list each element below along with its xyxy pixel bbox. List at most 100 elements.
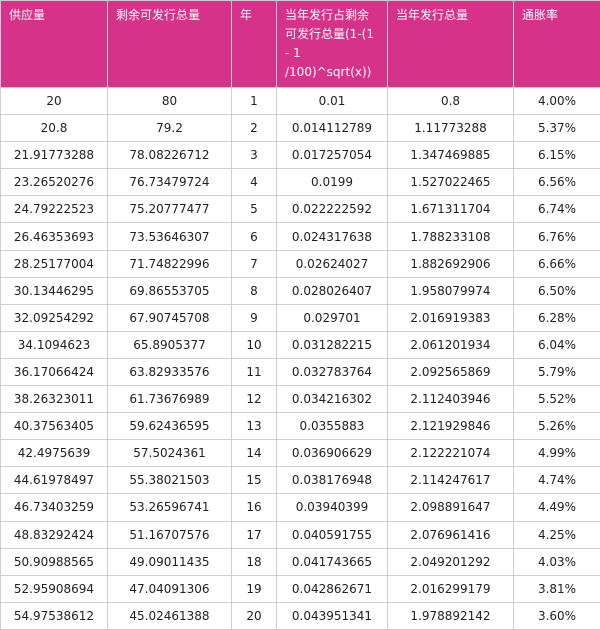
cell-inflation: 6.56% bbox=[514, 169, 600, 196]
cell-remaining: 59.62436595 bbox=[108, 413, 232, 440]
cell-supply: 30.13446295 bbox=[1, 277, 108, 304]
cell-supply: 38.26323011 bbox=[1, 386, 108, 413]
cell-year: 18 bbox=[232, 548, 277, 575]
cell-remaining: 47.04091306 bbox=[108, 575, 232, 602]
cell-annual-issuance: 1.788233108 bbox=[388, 223, 514, 250]
header-issuance-ratio: 当年发行占剩余可发行总量(1-(1 - 1 /100)^sqrt(x)) bbox=[277, 1, 388, 88]
cell-year: 2 bbox=[232, 115, 277, 142]
cell-year: 7 bbox=[232, 250, 277, 277]
cell-supply: 50.90988565 bbox=[1, 548, 108, 575]
cell-inflation: 6.28% bbox=[514, 304, 600, 331]
cell-year: 16 bbox=[232, 494, 277, 521]
cell-annual-issuance: 1.958079974 bbox=[388, 277, 514, 304]
cell-supply: 52.95908694 bbox=[1, 575, 108, 602]
cell-annual-issuance: 2.114247617 bbox=[388, 467, 514, 494]
cell-issuance-ratio: 0.03940399 bbox=[277, 494, 388, 521]
cell-annual-issuance: 2.076961416 bbox=[388, 521, 514, 548]
cell-annual-issuance: 2.121929846 bbox=[388, 413, 514, 440]
cell-annual-issuance: 2.061201934 bbox=[388, 331, 514, 358]
cell-annual-issuance: 2.016919383 bbox=[388, 304, 514, 331]
header-annual-issuance: 当年发行总量 bbox=[388, 1, 514, 88]
cell-year: 10 bbox=[232, 331, 277, 358]
header-supply: 供应量 bbox=[1, 1, 108, 88]
cell-supply: 24.79222523 bbox=[1, 196, 108, 223]
cell-remaining: 49.09011435 bbox=[108, 548, 232, 575]
cell-year: 13 bbox=[232, 413, 277, 440]
cell-inflation: 4.03% bbox=[514, 548, 600, 575]
cell-year: 17 bbox=[232, 521, 277, 548]
cell-year: 3 bbox=[232, 142, 277, 169]
cell-issuance-ratio: 0.041743665 bbox=[277, 548, 388, 575]
cell-remaining: 80 bbox=[108, 88, 232, 115]
cell-supply: 20 bbox=[1, 88, 108, 115]
cell-year: 1 bbox=[232, 88, 277, 115]
cell-remaining: 45.02461388 bbox=[108, 602, 232, 629]
cell-remaining: 63.82933576 bbox=[108, 358, 232, 385]
cell-remaining: 75.20777477 bbox=[108, 196, 232, 223]
cell-supply: 20.8 bbox=[1, 115, 108, 142]
cell-inflation: 3.81% bbox=[514, 575, 600, 602]
cell-issuance-ratio: 0.01 bbox=[277, 88, 388, 115]
cell-inflation: 5.52% bbox=[514, 386, 600, 413]
cell-remaining: 71.74822996 bbox=[108, 250, 232, 277]
cell-issuance-ratio: 0.0199 bbox=[277, 169, 388, 196]
cell-supply: 36.17066424 bbox=[1, 358, 108, 385]
cell-issuance-ratio: 0.014112789 bbox=[277, 115, 388, 142]
cell-supply: 44.61978497 bbox=[1, 467, 108, 494]
cell-annual-issuance: 1.882692906 bbox=[388, 250, 514, 277]
cell-issuance-ratio: 0.040591755 bbox=[277, 521, 388, 548]
cell-remaining: 53.26596741 bbox=[108, 494, 232, 521]
cell-year: 9 bbox=[232, 304, 277, 331]
cell-inflation: 4.25% bbox=[514, 521, 600, 548]
cell-annual-issuance: 0.8 bbox=[388, 88, 514, 115]
cell-annual-issuance: 1.347469885 bbox=[388, 142, 514, 169]
cell-year: 15 bbox=[232, 467, 277, 494]
cell-annual-issuance: 1.527022465 bbox=[388, 169, 514, 196]
cell-issuance-ratio: 0.031282215 bbox=[277, 331, 388, 358]
cell-issuance-ratio: 0.029701 bbox=[277, 304, 388, 331]
cell-issuance-ratio: 0.043951341 bbox=[277, 602, 388, 629]
cell-annual-issuance: 1.671311704 bbox=[388, 196, 514, 223]
cell-inflation: 4.74% bbox=[514, 467, 600, 494]
cell-supply: 28.25177004 bbox=[1, 250, 108, 277]
cell-inflation: 6.74% bbox=[514, 196, 600, 223]
cell-remaining: 76.73479724 bbox=[108, 169, 232, 196]
cell-issuance-ratio: 0.036906629 bbox=[277, 440, 388, 467]
cell-issuance-ratio: 0.024317638 bbox=[277, 223, 388, 250]
cell-supply: 21.91773288 bbox=[1, 142, 108, 169]
cell-issuance-ratio: 0.022222592 bbox=[277, 196, 388, 223]
cell-remaining: 67.90745708 bbox=[108, 304, 232, 331]
cell-supply: 54.97538612 bbox=[1, 602, 108, 629]
cell-supply: 23.26520276 bbox=[1, 169, 108, 196]
cell-issuance-ratio: 0.017257054 bbox=[277, 142, 388, 169]
cell-year: 8 bbox=[232, 277, 277, 304]
cell-annual-issuance: 1.11773288 bbox=[388, 115, 514, 142]
cell-annual-issuance: 2.049201292 bbox=[388, 548, 514, 575]
cell-remaining: 55.38021503 bbox=[108, 467, 232, 494]
cell-year: 19 bbox=[232, 575, 277, 602]
cell-annual-issuance: 2.112403946 bbox=[388, 386, 514, 413]
cell-inflation: 6.76% bbox=[514, 223, 600, 250]
cell-inflation: 6.66% bbox=[514, 250, 600, 277]
cell-year: 12 bbox=[232, 386, 277, 413]
cell-supply: 34.1094623 bbox=[1, 331, 108, 358]
